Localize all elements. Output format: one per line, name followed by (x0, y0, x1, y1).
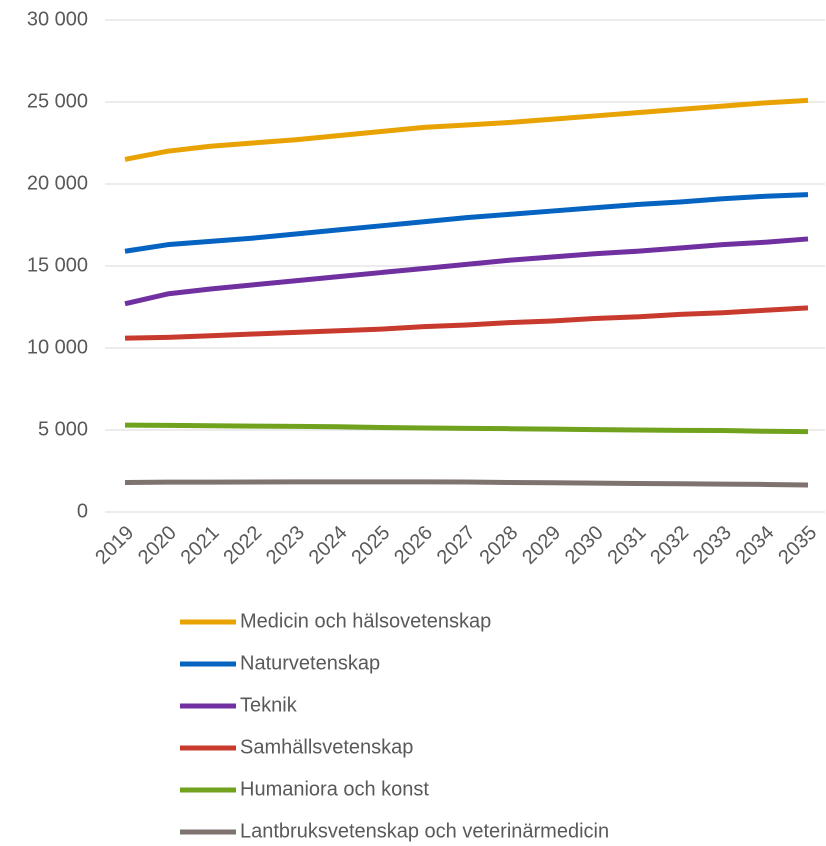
legend-label: Samhällsvetenskap (240, 736, 413, 758)
y-tick-label: 15 000 (27, 254, 88, 276)
x-tick-label: 2030 (561, 522, 608, 569)
y-tick-label: 20 000 (27, 172, 88, 194)
x-tick-label: 2021 (177, 522, 224, 569)
series-line (124, 192, 809, 254)
y-tick-label: 0 (77, 500, 88, 522)
legend-label: Lantbruksvetenskap och veterinärmedicin (240, 820, 609, 842)
x-tick-label: 2035 (774, 522, 821, 569)
series-line (124, 236, 809, 307)
legend-label: Humaniora och konst (240, 778, 429, 800)
x-tick-label: 2029 (518, 522, 565, 569)
x-tick-label: 2028 (475, 522, 522, 569)
x-tick-label: 2020 (134, 522, 181, 569)
x-tick-label: 2027 (433, 522, 480, 569)
x-tick-label: 2023 (262, 522, 309, 569)
x-tick-label: 2024 (305, 522, 352, 569)
legend-label: Naturvetenskap (240, 652, 380, 674)
y-tick-label: 30 000 (27, 8, 88, 30)
x-tick-label: 2025 (347, 522, 394, 569)
series-line (124, 422, 809, 435)
x-tick-label: 2026 (390, 522, 437, 569)
series-line (124, 305, 809, 341)
y-tick-label: 5 000 (38, 418, 88, 440)
legend-label: Medicin och hälsovetenskap (240, 610, 491, 632)
x-tick-label: 2033 (689, 522, 736, 569)
x-tick-label: 2022 (219, 522, 266, 569)
x-tick-label: 2034 (732, 522, 779, 569)
legend-label: Teknik (240, 694, 298, 716)
x-tick-label: 2031 (603, 522, 650, 569)
x-tick-label: 2019 (91, 522, 138, 569)
series-line (124, 479, 809, 488)
series-line (124, 97, 809, 162)
y-tick-label: 10 000 (27, 336, 88, 358)
x-tick-label: 2032 (646, 522, 693, 569)
y-tick-label: 25 000 (27, 90, 88, 112)
